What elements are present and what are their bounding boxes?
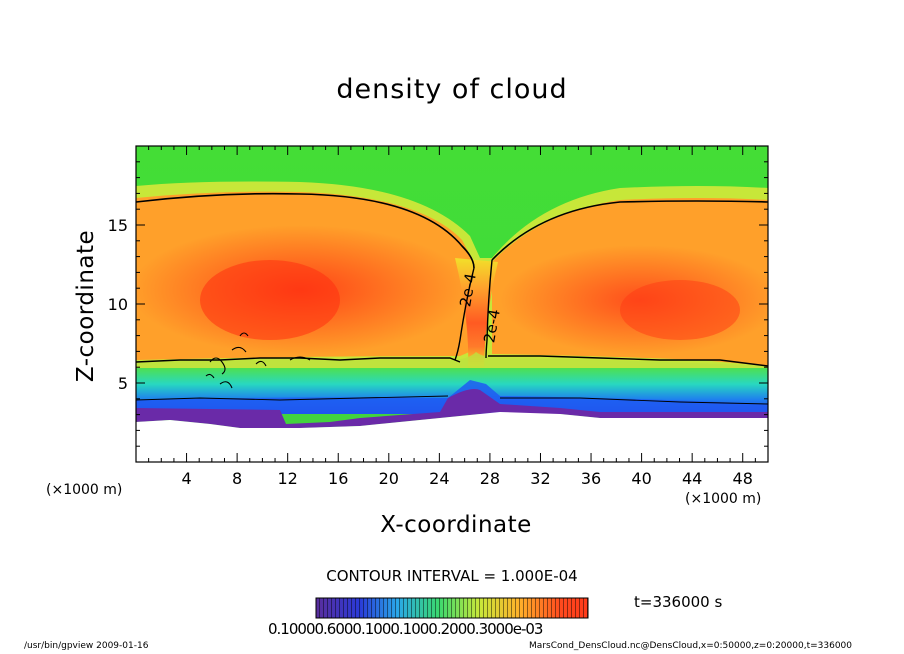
- footer-command: /usr/bin/gpview 2009-01-16: [24, 641, 149, 651]
- x-tick-label: 16: [328, 469, 348, 488]
- x-tick-label: 4: [181, 469, 191, 488]
- x-tick-label: 28: [480, 469, 500, 488]
- x-tick-label: 20: [379, 469, 399, 488]
- contour-label: 2e-4: [456, 272, 480, 308]
- colorbar: [315, 597, 589, 619]
- y-tick-label: 5: [118, 374, 128, 393]
- time-label: t=336000 s: [634, 593, 723, 611]
- x-tick-label: 24: [429, 469, 449, 488]
- heatmap-field: [136, 146, 768, 462]
- chart-title: density of cloud: [336, 74, 568, 105]
- contour-interval-text: CONTOUR INTERVAL = 1.000E-04: [326, 567, 578, 585]
- x-axis-unit-left: (×1000 m): [46, 482, 123, 498]
- x-tick-label: 8: [232, 469, 242, 488]
- x-tick-label: 12: [278, 469, 298, 488]
- x-tick-label: 40: [631, 469, 651, 488]
- x-axis-label: X-coordinate: [380, 512, 532, 538]
- contour-labels: 2e-42e-4: [456, 272, 504, 344]
- y-tick-label: 10: [108, 295, 128, 314]
- x-tick-label: 44: [682, 469, 702, 488]
- contour-label: 2e-4: [480, 308, 504, 344]
- footer-source: MarsCond_DensCloud.nc@DensCloud,x=0:5000…: [529, 641, 852, 651]
- y-tick-label: 15: [108, 216, 128, 235]
- x-axis-unit-right: (×1000 m): [685, 491, 762, 507]
- colorbar-labels: 0.10000.6000.1000.1000.2000.3000e-03: [268, 620, 543, 638]
- x-tick-label: 32: [530, 469, 550, 488]
- x-tick-label: 48: [733, 469, 753, 488]
- x-tick-label: 36: [581, 469, 601, 488]
- y-axis-label: Z-coordinate: [73, 229, 99, 383]
